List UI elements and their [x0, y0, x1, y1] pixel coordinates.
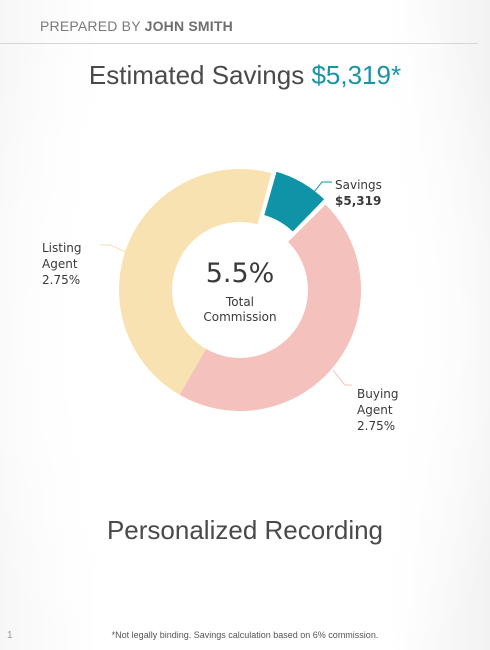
listing-agent-callout: Listing Agent 2.75%: [42, 240, 82, 288]
listing-callout-line1: Listing: [42, 241, 82, 255]
page-number: 1: [7, 630, 13, 641]
prepared-by-header: PREPARED BY JOHN SMITH: [40, 18, 233, 34]
slice-listing-agent: [118, 168, 272, 395]
savings-leader-line: [309, 181, 332, 198]
slice-savings: [261, 169, 327, 235]
slice-buying-agent: [179, 204, 362, 412]
buying-callout-line2: Agent: [357, 403, 393, 417]
total-commission-value: 5.5%: [205, 258, 275, 289]
agent-name: JOHN SMITH: [144, 18, 233, 34]
listing-callout-value: 2.75%: [42, 273, 81, 287]
buying-callout-value: 2.75%: [357, 419, 396, 433]
total-commission-label-line1: Total: [225, 295, 255, 309]
prepared-by-label: PREPARED BY: [40, 18, 145, 34]
buying-callout-line1: Buying: [357, 387, 399, 401]
savings-callout: Savings $5,319: [335, 177, 382, 209]
savings-callout-name: Savings: [335, 178, 382, 192]
listing-callout-line2: Agent: [42, 257, 78, 271]
listing-leader-line: [100, 244, 129, 254]
personalized-recording-heading: Personalized Recording: [106, 515, 384, 545]
page-title: Estimated Savings $5,319*: [0, 60, 490, 91]
title-text: Estimated Savings: [88, 60, 312, 90]
header-divider: [0, 43, 478, 44]
savings-callout-value: $5,319: [335, 194, 382, 208]
disclaimer-footnote: *Not legally binding. Savings calculatio…: [111, 630, 379, 640]
total-commission-label-line2: Commission: [203, 310, 277, 324]
savings-amount: $5,319*: [311, 60, 402, 90]
buying-leader-line: [332, 369, 352, 386]
total-commission-label: Total Commission: [180, 295, 300, 325]
buying-agent-callout: Buying Agent 2.75%: [357, 386, 399, 434]
